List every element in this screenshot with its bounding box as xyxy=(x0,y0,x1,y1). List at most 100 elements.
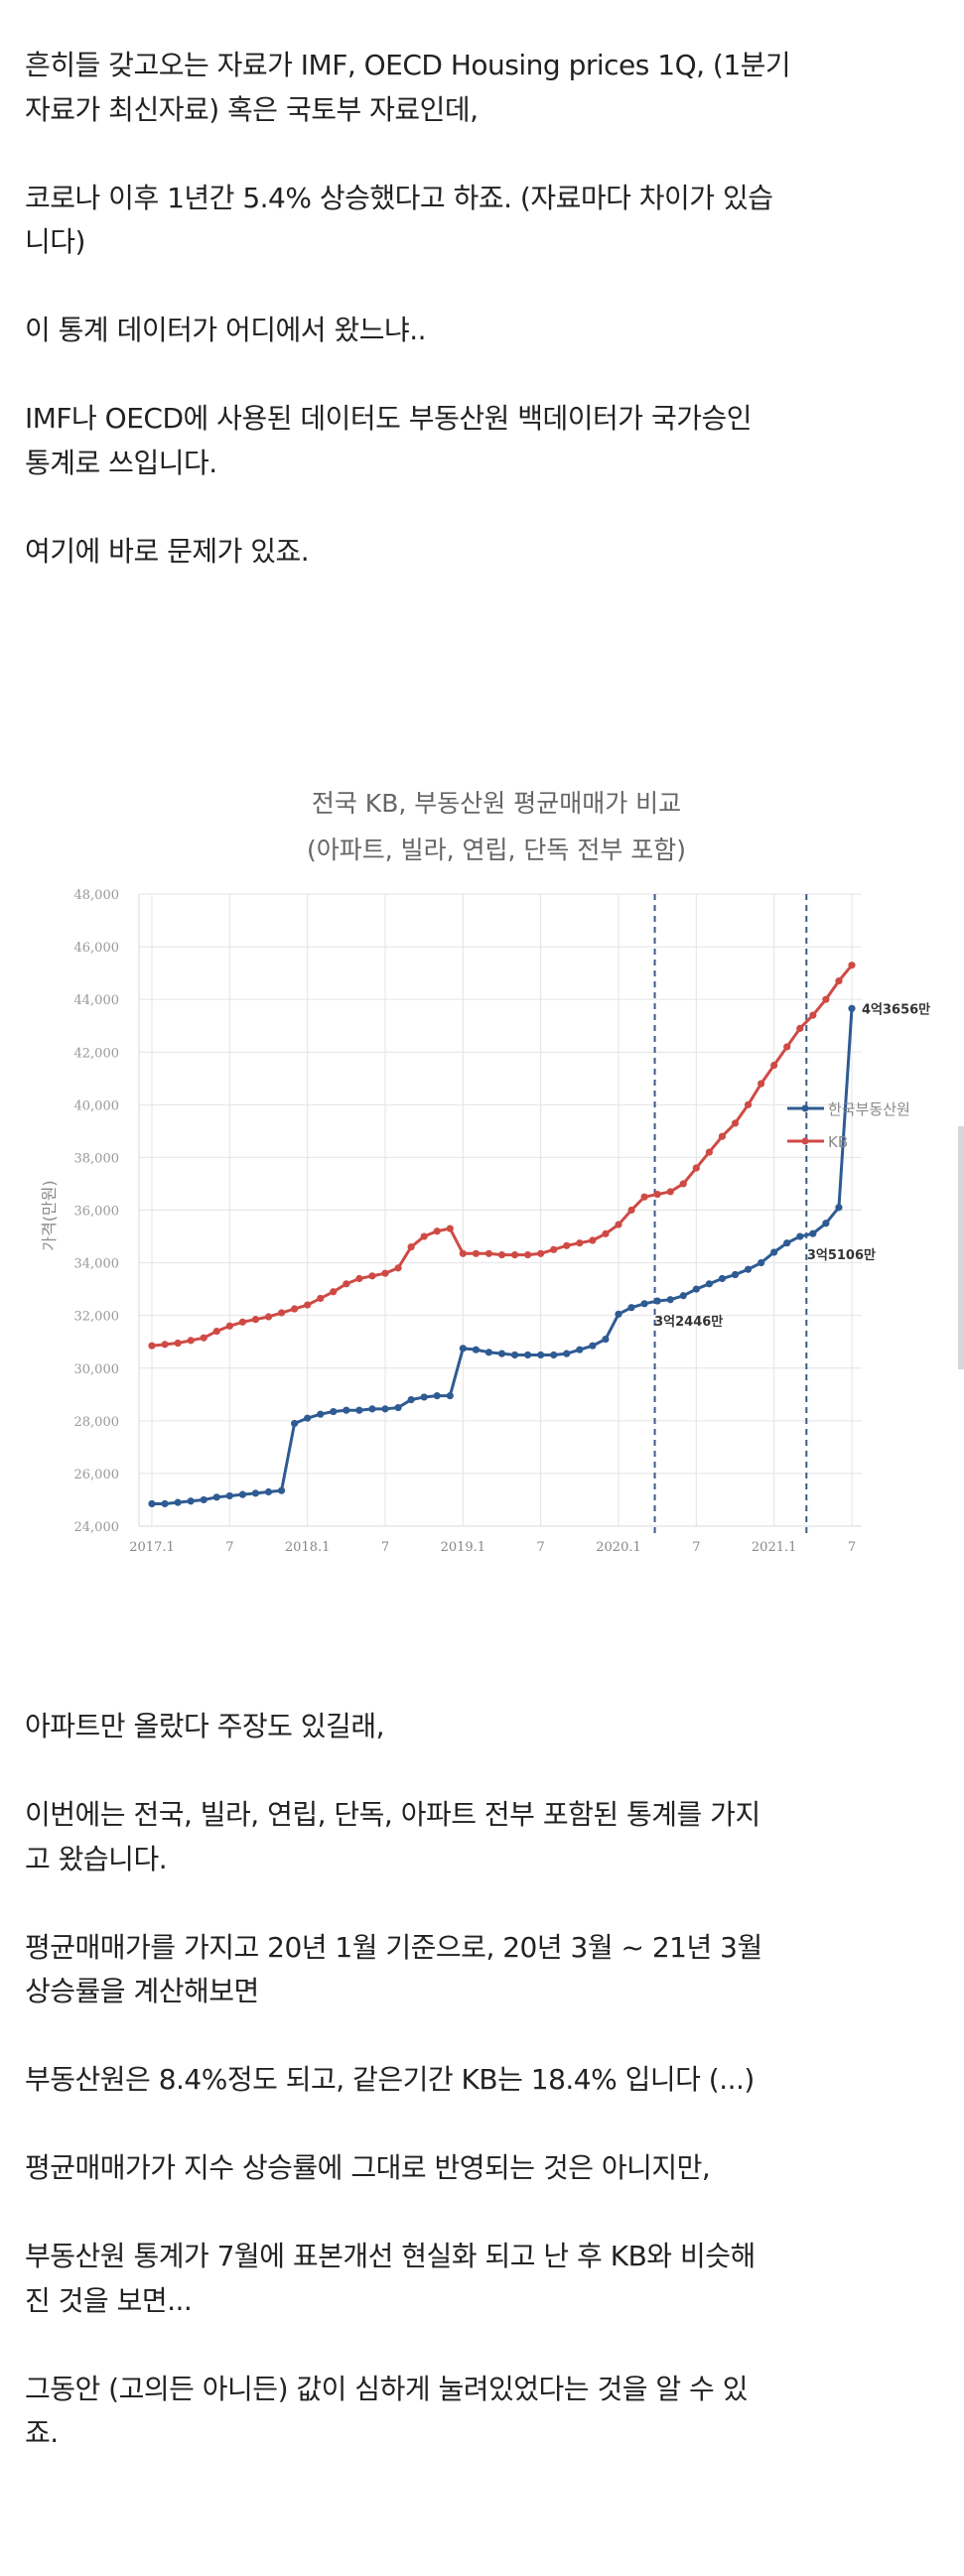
data-point xyxy=(783,1239,791,1247)
legend-marker xyxy=(801,1137,809,1145)
x-tick-label: 7 xyxy=(537,1540,545,1555)
data-point xyxy=(497,1251,506,1259)
series-line xyxy=(151,964,854,1348)
y-axis-label: 가격(만원) xyxy=(40,1180,59,1250)
data-point xyxy=(770,1061,778,1070)
y-tick-label: 36,000 xyxy=(74,1205,120,1220)
data-point xyxy=(304,1301,312,1309)
paragraph: 부동산원은 8.4%정도 되고, 같은기간 KB는 18.4% 입니다 (...… xyxy=(25,2058,948,2103)
text-line: 통계로 쓰입니다. xyxy=(25,446,217,479)
data-point xyxy=(394,1403,402,1412)
y-tick-label: 46,000 xyxy=(74,941,120,956)
data-point xyxy=(317,1410,325,1418)
data-point xyxy=(718,1274,727,1283)
data-point xyxy=(822,1220,830,1227)
data-point xyxy=(343,1406,350,1414)
text-line: 이번에는 전국, 빌라, 연립, 단독, 아파트 전부 포함된 통계를 가지 xyxy=(25,1798,760,1831)
data-point xyxy=(692,1164,700,1172)
chart-subtitle: (아파트, 빌라, 연립, 단독 전부 포함) xyxy=(307,836,686,864)
data-point xyxy=(550,1351,558,1359)
text-line: 흔히들 갖고오는 자료가 IMF, OECD Housing prices 1Q… xyxy=(25,49,791,81)
scrollbar[interactable] xyxy=(958,1126,964,1369)
data-point xyxy=(433,1392,441,1400)
data-point xyxy=(277,1486,286,1494)
data-point xyxy=(550,1245,558,1253)
data-point xyxy=(510,1351,519,1359)
data-point xyxy=(446,1224,454,1232)
data-point xyxy=(161,1341,169,1349)
data-point xyxy=(692,1285,700,1293)
data-point xyxy=(343,1280,350,1288)
series-lines xyxy=(148,962,856,1508)
y-tick-label: 30,000 xyxy=(74,1362,120,1377)
data-point xyxy=(757,1258,765,1267)
x-tick-label: 2021.1 xyxy=(752,1540,797,1555)
legend-marker xyxy=(801,1104,809,1112)
data-point xyxy=(666,1296,674,1304)
text-line: 여기에 바로 문제가 있죠. xyxy=(25,534,310,568)
data-point xyxy=(174,1498,182,1506)
data-point xyxy=(225,1491,233,1500)
data-point xyxy=(757,1080,765,1088)
data-point xyxy=(589,1236,597,1244)
data-point xyxy=(627,1304,635,1312)
paragraph: 코로나 이후 1년간 5.4% 상승했다고 하죠. (자료마다 차이가 있습 니다… xyxy=(25,177,948,265)
data-point xyxy=(537,1249,545,1257)
data-point xyxy=(679,1292,687,1300)
data-point xyxy=(368,1272,376,1280)
y-tick-label: 26,000 xyxy=(74,1468,120,1482)
paragraph: 평균매매가가 지수 상승률에 그대로 반영되는 것은 아니지만, xyxy=(25,2146,948,2191)
data-point xyxy=(576,1239,584,1247)
text-line: 코로나 이후 1년간 5.4% 상승했다고 하죠. (자료마다 차이가 있습 xyxy=(25,181,773,214)
data-point xyxy=(420,1393,428,1401)
data-point xyxy=(420,1232,428,1240)
data-point xyxy=(484,1249,493,1257)
paragraph: 평균매매가를 가지고 20년 1월 기준으로, 20년 3월 ~ 21년 3월 상… xyxy=(25,1926,948,2014)
data-point xyxy=(731,1270,740,1279)
data-point xyxy=(264,1487,273,1496)
data-point xyxy=(446,1392,454,1400)
data-point xyxy=(200,1495,207,1504)
data-point xyxy=(848,1004,856,1012)
data-point xyxy=(148,1342,156,1350)
data-point xyxy=(796,1232,804,1240)
data-point xyxy=(524,1351,532,1359)
data-point xyxy=(407,1243,415,1251)
x-tick-label: 7 xyxy=(381,1540,389,1555)
series-reb xyxy=(148,1004,856,1508)
data-point xyxy=(174,1339,182,1348)
data-point xyxy=(537,1351,545,1359)
data-point xyxy=(835,976,843,985)
data-point xyxy=(277,1309,286,1317)
data-point xyxy=(212,1493,220,1501)
data-point xyxy=(602,1335,610,1344)
grid xyxy=(138,893,862,1527)
data-label: 4억3656만 xyxy=(862,1001,930,1017)
chart-title: 전국 KB, 부동산원 평균매매가 비교 xyxy=(312,789,681,818)
data-point xyxy=(835,1204,843,1212)
text-line: 죠. xyxy=(25,2416,59,2449)
data-point xyxy=(381,1405,389,1413)
reference-lines xyxy=(653,894,808,1534)
text-line: 고 왔습니다. xyxy=(25,1842,168,1875)
y-tick-label: 34,000 xyxy=(74,1257,120,1272)
data-point xyxy=(225,1322,233,1330)
data-point xyxy=(666,1188,674,1196)
data-point xyxy=(679,1180,687,1188)
data-point xyxy=(161,1499,169,1508)
legend: 한국부동산원 KB xyxy=(787,1100,910,1151)
data-point xyxy=(187,1497,195,1505)
data-point xyxy=(355,1406,363,1414)
data-point xyxy=(563,1241,571,1249)
legend-label: KB xyxy=(828,1133,848,1151)
text-line: 부동산원 통계가 7월에 표본개선 현실화 되고 난 후 KB와 비슷해 xyxy=(25,2240,756,2272)
y-tick-label: 24,000 xyxy=(74,1520,120,1535)
text-line: 그동안 (고의든 아니든) 값이 심하게 눌려있었다는 것을 알 수 있 xyxy=(25,2372,748,2405)
series-kb xyxy=(148,962,856,1350)
data-point xyxy=(497,1350,506,1357)
data-point xyxy=(330,1407,338,1416)
data-point xyxy=(705,1148,713,1156)
annotations: 3억2446만 3억5106만 4억3656만 xyxy=(654,1001,930,1330)
data-point xyxy=(640,1193,648,1201)
